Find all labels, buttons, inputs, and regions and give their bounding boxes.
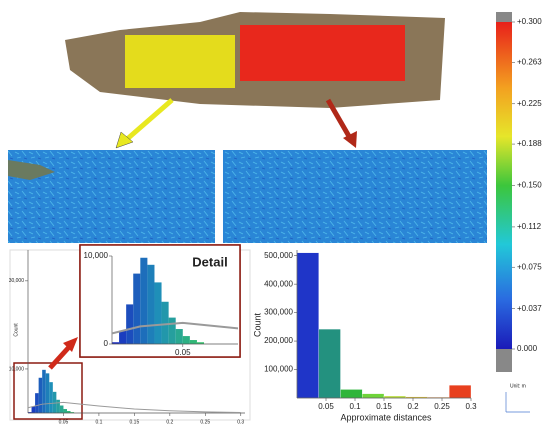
x-tick-label: 0.3 xyxy=(465,402,477,411)
colorbar-label: +0.188 xyxy=(517,139,542,148)
arrow-head xyxy=(343,131,357,148)
y-tick-label: 10,000 xyxy=(84,251,109,260)
y-tick-label: 10,000 xyxy=(9,366,25,372)
arrow-zoom xyxy=(48,344,72,370)
arrow-head xyxy=(115,131,134,149)
bar xyxy=(67,411,71,413)
x-tick-label: 0.2 xyxy=(407,402,419,411)
y-tick-label: 30,000 xyxy=(9,278,25,284)
x-tick-label: 0.05 xyxy=(318,402,334,411)
colorbar-label: 0.000 xyxy=(517,344,538,353)
bar xyxy=(297,252,319,398)
bar xyxy=(119,330,127,344)
y-tick-label: 200,000 xyxy=(264,336,293,345)
x-tick-label: 0.1 xyxy=(95,419,102,425)
bar xyxy=(189,340,197,344)
y-tick-label: 300,000 xyxy=(264,308,293,317)
x-tick-label: 0.15 xyxy=(376,402,392,411)
bar xyxy=(112,342,120,344)
deviation-map-left xyxy=(8,150,215,243)
y-tick-label: 400,000 xyxy=(264,279,293,288)
bar xyxy=(318,328,341,398)
red-region xyxy=(240,25,405,81)
bar xyxy=(35,393,39,413)
x-tick-label: 0.1 xyxy=(349,402,361,411)
bar xyxy=(182,336,190,344)
bar xyxy=(49,382,53,413)
x-tick-label: 0.15 xyxy=(130,419,140,425)
bar xyxy=(59,405,64,413)
inset-title: Detail xyxy=(192,254,227,269)
colorbar-label: +0.075 xyxy=(517,262,542,271)
y-tick-label: 100,000 xyxy=(264,365,293,374)
yellow-region xyxy=(125,35,235,88)
deviation-map-right xyxy=(223,150,487,243)
bar xyxy=(133,273,141,344)
colorbar-label: +0.112 xyxy=(517,222,542,231)
fit-curve xyxy=(112,321,238,335)
bar xyxy=(45,373,50,413)
bar xyxy=(56,399,60,413)
bar xyxy=(449,385,471,398)
colorbar-label: +0.263 xyxy=(517,57,542,66)
bar xyxy=(63,409,68,413)
x-tick-label: 0.3 xyxy=(237,419,244,425)
colorbar-label: +0.037 xyxy=(517,304,542,313)
y-tick-label: 0 xyxy=(104,339,109,348)
fit-curve xyxy=(28,401,241,413)
bar xyxy=(28,412,32,413)
arrow-red xyxy=(325,98,353,140)
x-tick-label: 0.05 xyxy=(175,348,191,357)
bar xyxy=(362,393,385,398)
bar xyxy=(31,406,36,413)
bar xyxy=(147,264,155,344)
y-axis-label: Count xyxy=(13,323,19,337)
x-tick-label: 0.2 xyxy=(166,419,173,425)
bar xyxy=(196,342,205,344)
x-tick-label: 0.25 xyxy=(200,419,210,425)
map-artifact xyxy=(8,160,55,180)
colorbar xyxy=(496,22,512,349)
bar xyxy=(126,304,134,344)
x-tick-label: 0.25 xyxy=(434,402,450,411)
bar xyxy=(70,412,75,413)
unit-label: Unit: m xyxy=(510,383,526,389)
arrow-yellow xyxy=(124,98,174,142)
bar xyxy=(42,369,46,413)
colorbar-label: +0.150 xyxy=(517,181,542,190)
x-axis-label: Approximate distances xyxy=(340,412,432,422)
y-tick-label: 500,000 xyxy=(264,251,293,260)
bar xyxy=(175,329,183,344)
bar xyxy=(52,391,57,413)
y-axis-label: Count xyxy=(252,313,262,338)
arrow-head xyxy=(63,337,78,352)
bar xyxy=(38,377,43,413)
bar xyxy=(168,317,176,344)
x-tick-label: 0.05 xyxy=(59,419,69,425)
zoom-box xyxy=(13,362,83,420)
bar xyxy=(140,257,148,344)
bar xyxy=(154,282,162,344)
colorbar-label: +0.300 xyxy=(517,17,542,26)
colorbar-label: +0.225 xyxy=(517,99,542,108)
bar xyxy=(161,301,169,344)
bar xyxy=(340,389,363,398)
